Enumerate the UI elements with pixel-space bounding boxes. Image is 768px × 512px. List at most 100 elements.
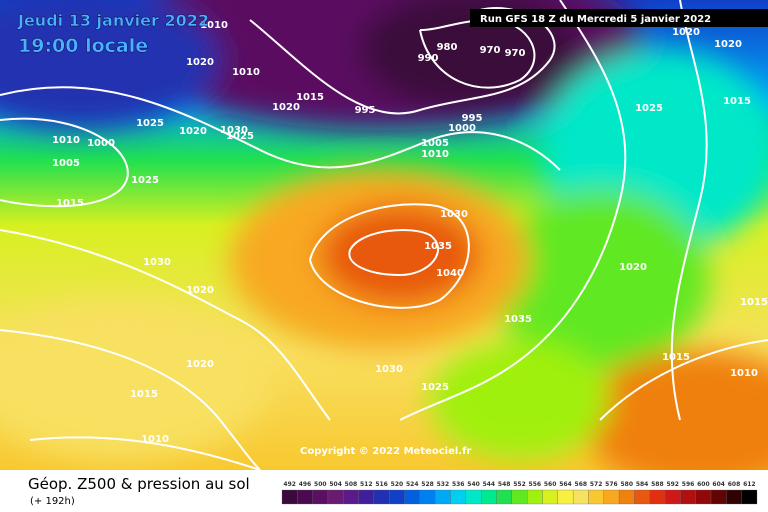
scale-swatch <box>741 489 758 505</box>
color-scale: 492 496 500 504 508 512 516 520 524 528 532 536 540 5… <box>281 481 758 505</box>
scale-swatch <box>419 489 436 505</box>
scale-swatch <box>404 489 421 505</box>
run-info: Run GFS 18 Z du Mercredi 5 janvier 2022 <box>480 14 711 25</box>
scale-label: 588 <box>651 481 664 488</box>
footer: Géop. Z500 & pression au sol (+ 192h) 49… <box>0 470 768 512</box>
scale-swatch <box>297 489 313 505</box>
isobar-label: 970 <box>480 45 501 56</box>
isobar-label: 1020 <box>272 102 300 113</box>
isobar-label: 1010 <box>200 20 228 31</box>
isobar-label: 990 <box>418 53 439 64</box>
isobar-lines <box>0 0 768 470</box>
scale-swatch <box>695 489 712 505</box>
isobar-label: 1010 <box>141 434 169 445</box>
scale-label: 564 <box>559 481 572 488</box>
isobar-label: 1020 <box>714 39 742 50</box>
scale-label: 556 <box>529 481 542 488</box>
scale-label: 604 <box>712 481 725 488</box>
isobar-label: 1015 <box>296 92 324 103</box>
isobar-label: 1020 <box>186 359 214 370</box>
scale-label: 560 <box>544 481 557 488</box>
isobar-label: 1000 <box>448 123 476 134</box>
scale-swatch <box>557 489 574 505</box>
scale-label: 608 <box>728 481 741 488</box>
scale-label: 580 <box>620 481 633 488</box>
scale-label: 528 <box>421 481 434 488</box>
isobar-label: 1020 <box>672 27 700 38</box>
valid-date: Jeudi 13 janvier 2022 <box>17 11 209 30</box>
isobar-label: 1030 <box>375 364 403 375</box>
scale-swatch <box>450 489 467 505</box>
scale-swatch <box>465 489 482 505</box>
scale-label: 596 <box>682 481 695 488</box>
run-banner <box>470 9 768 27</box>
scale-label: 516 <box>375 481 388 488</box>
scale-label: 544 <box>483 481 496 488</box>
scale-label: 532 <box>437 481 450 488</box>
scale-label: 500 <box>314 481 327 488</box>
scale-swatch <box>312 489 329 505</box>
scale-label: 592 <box>666 481 679 488</box>
scale-label: 568 <box>575 481 588 488</box>
isobar-label: 1025 <box>635 103 663 114</box>
isobar-label: 1020 <box>619 262 647 273</box>
scale-swatch <box>603 489 620 505</box>
isobar-label: 1025 <box>226 131 254 142</box>
scale-label: 492 <box>283 481 296 488</box>
isobar-label: 1015 <box>56 198 84 209</box>
scale-label: 548 <box>498 481 511 488</box>
scale-swatch <box>726 489 742 505</box>
scale-label: 508 <box>345 481 358 488</box>
scale-swatch <box>389 489 405 505</box>
scale-label: 552 <box>513 481 526 488</box>
scale-label: 576 <box>605 481 618 488</box>
scale-swatch <box>572 489 589 505</box>
scale-swatch <box>649 489 666 505</box>
isobar-label: 1025 <box>421 382 449 393</box>
isobar-label: 995 <box>355 105 376 116</box>
valid-time: 19:00 locale <box>18 35 148 57</box>
isobar-label: 1015 <box>662 352 690 363</box>
isobar-label: 1005 <box>421 138 449 149</box>
copyright: Copyright © 2022 Meteociel.fr <box>300 446 471 457</box>
scale-swatch <box>527 489 543 505</box>
scale-label: 572 <box>590 481 603 488</box>
isobar-label: 1005 <box>52 158 80 169</box>
scale-swatch <box>373 489 390 505</box>
isobar-label: 1030 <box>220 125 248 136</box>
scale-label: 536 <box>452 481 465 488</box>
scale-swatch <box>634 489 650 505</box>
scale-label: 520 <box>391 481 404 488</box>
isobar-label: 1010 <box>730 368 758 379</box>
scale-swatch <box>327 489 344 505</box>
isobar-label: 1020 <box>186 57 214 68</box>
scale-label: 504 <box>329 481 342 488</box>
scale-swatch <box>542 489 558 505</box>
isobar-label: 1030 <box>440 209 468 220</box>
scale-swatch <box>588 489 604 505</box>
isobar-label: 995 <box>462 113 483 124</box>
scale-label: 524 <box>406 481 419 488</box>
isobar-label: 1010 <box>421 149 449 160</box>
scale-label: 540 <box>467 481 480 488</box>
scale-label: 612 <box>743 481 756 488</box>
isobar-label: 1040 <box>436 268 464 279</box>
isobar-label: 1010 <box>232 67 260 78</box>
scale-swatch <box>710 489 727 505</box>
scale-swatch <box>496 489 512 505</box>
scale-swatch <box>664 489 681 505</box>
isobar-label: 1015 <box>723 96 751 107</box>
scale-swatch <box>435 489 451 505</box>
isobar-label: 1025 <box>131 175 159 186</box>
isobar-label: 1020 <box>179 126 207 137</box>
lead-time: (+ 192h) <box>30 496 75 507</box>
scale-label: 584 <box>636 481 649 488</box>
isobar-label: 1000 <box>87 138 115 149</box>
footer-title: Géop. Z500 & pression au sol <box>28 475 250 493</box>
isobar-label: 1030 <box>143 257 171 268</box>
scale-label: 600 <box>697 481 710 488</box>
scale-label: 496 <box>299 481 312 488</box>
